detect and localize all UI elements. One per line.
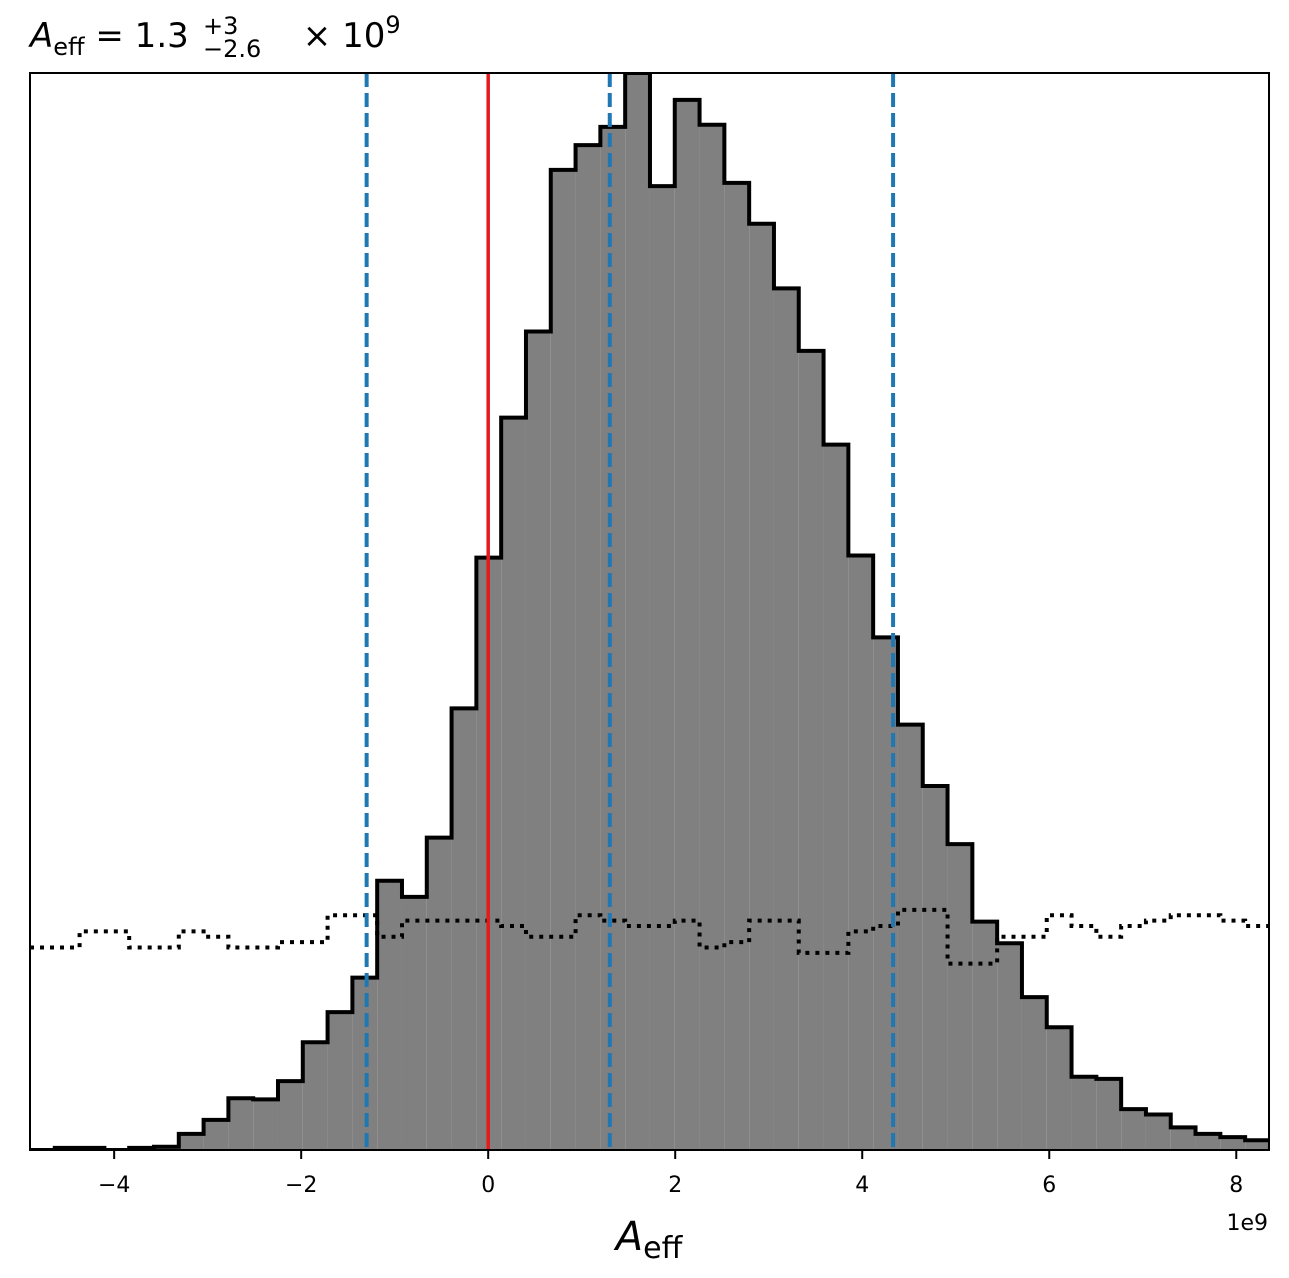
posterior-bar [798,350,824,1150]
posterior-bar [203,1119,229,1150]
posterior-bar [773,288,799,1150]
posterior-bar [848,555,874,1150]
axes-frame [29,72,1270,1151]
posterior-bar [426,837,452,1150]
x-axis-offset-label: 1e9 [1226,1211,1268,1236]
posterior-bars [54,73,1269,1150]
posterior-bar [947,844,973,1150]
posterior-bar [302,1042,328,1150]
x-tick-label: −4 [98,1173,130,1198]
posterior-step-outline [30,73,1269,1150]
posterior-bar [897,724,923,1150]
posterior-bar [625,73,650,1150]
posterior-bar [823,444,849,1150]
posterior-bar [377,880,402,1150]
posterior-bar [922,785,948,1150]
posterior-bar [178,1133,204,1150]
posterior-bar [1071,1076,1097,1150]
posterior-bar [451,708,477,1150]
posterior-bar [1145,1114,1171,1150]
posterior-bar [575,145,601,1150]
x-tick-label: 4 [855,1173,869,1198]
posterior-bar [1096,1078,1122,1150]
posterior-bar [228,1098,254,1150]
posterior-bar [674,99,700,1150]
posterior-bar [327,1012,353,1150]
posterior-bar [699,124,725,1150]
posterior-bar [1046,1027,1072,1150]
posterior-bar [724,182,750,1150]
posterior-bar [1195,1133,1221,1150]
posterior-bar [972,921,998,1150]
posterior-bar [1021,997,1047,1150]
x-tick-label: 8 [1229,1173,1243,1198]
plot-content [30,73,1269,1150]
posterior-bar [253,1099,278,1150]
x-tick-label: 6 [1042,1173,1056,1198]
x-axis-label: Aeff [613,1214,684,1266]
posterior-bar [1170,1127,1196,1150]
posterior-bar [997,943,1022,1150]
plot-area [29,72,1270,1151]
posterior-bar [749,223,774,1150]
chart-title: Aeff = 1.3 +3 −2.6 × 109 [28,11,401,63]
x-tick-label: 2 [668,1173,682,1198]
posterior-bar [1220,1137,1246,1150]
posterior-bar [525,331,551,1150]
x-axis: −4 −2 0 2 4 6 8 [98,1150,1243,1198]
posterior-bar [277,1081,303,1150]
posterior-bar [649,186,675,1150]
posterior-bar [1245,1140,1269,1150]
posterior-bar [1121,1109,1146,1150]
posterior-bar [501,417,526,1150]
posterior-bar [550,169,576,1150]
x-tick-label: 0 [481,1173,495,1198]
posterior-bar [600,126,626,1150]
x-tick-label: −2 [285,1173,317,1198]
posterior-bar [401,896,427,1150]
